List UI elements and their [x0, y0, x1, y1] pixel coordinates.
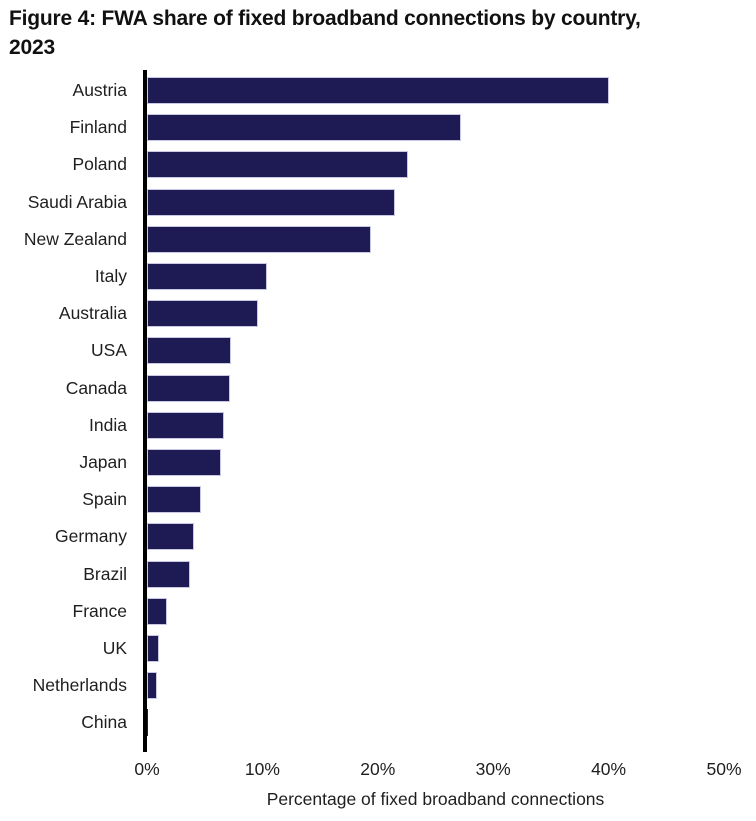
- country-label-new-zealand: New Zealand: [23, 228, 127, 249]
- bar-track-austria: [147, 77, 724, 105]
- bar-track-germany: [147, 523, 724, 551]
- bar-italy: [147, 263, 268, 291]
- bar-row-canada: Canada: [0, 370, 756, 407]
- country-label-spain: Spain: [82, 489, 127, 510]
- figure-title-line1: Figure 4: FWA share of fixed broadband c…: [9, 7, 641, 30]
- bar-row-india: India: [0, 407, 756, 444]
- bar-rows: Austria Finland Poland Saudi Arabia New Zeal…: [0, 72, 756, 742]
- bar-row-japan: Japan: [0, 444, 756, 481]
- bar-track-uk: [147, 634, 724, 662]
- bar-track-japan: [147, 448, 724, 476]
- bar-poland: [147, 151, 408, 179]
- country-label-germany: Germany: [55, 526, 127, 547]
- bar-finland: [147, 114, 461, 142]
- bar-track-china: [147, 709, 724, 737]
- bar-row-uk: UK: [0, 630, 756, 667]
- bar-track-brazil: [147, 560, 724, 588]
- bar-row-austria: Austria: [0, 72, 756, 109]
- bar-row-finland: Finland: [0, 109, 756, 146]
- bar-row-usa: USA: [0, 332, 756, 369]
- country-label-japan: Japan: [79, 451, 127, 472]
- bar-saudi-arabia: [147, 188, 396, 216]
- bar-row-australia: Australia: [0, 295, 756, 332]
- country-label-saudi-arabia: Saudi Arabia: [27, 191, 127, 212]
- bar-track-spain: [147, 486, 724, 514]
- x-tick-label-0pct: 0%: [134, 759, 160, 779]
- bar-track-france: [147, 597, 724, 625]
- country-label-uk: UK: [102, 637, 127, 658]
- country-label-australia: Australia: [58, 303, 127, 324]
- bar-austria: [147, 77, 609, 105]
- bar-canada: [147, 374, 231, 402]
- bar-track-usa: [147, 337, 724, 365]
- bar-row-china: China: [0, 704, 756, 741]
- x-tick-label-10pct: 10%: [244, 759, 280, 779]
- bar-netherlands: [147, 672, 158, 700]
- country-label-finland: Finland: [69, 117, 127, 138]
- x-tick-label-40pct: 40%: [591, 759, 627, 779]
- bar-row-france: France: [0, 593, 756, 630]
- bar-row-italy: Italy: [0, 258, 756, 295]
- bar-track-india: [147, 411, 724, 439]
- bar-brazil: [147, 560, 190, 588]
- bar-france: [147, 597, 167, 625]
- bar-row-spain: Spain: [0, 481, 756, 518]
- country-label-poland: Poland: [72, 154, 128, 175]
- bar-row-saudi-arabia: Saudi Arabia: [0, 184, 756, 221]
- bar-row-germany: Germany: [0, 518, 756, 555]
- bar-india: [147, 411, 225, 439]
- bar-row-new-zealand: New Zealand: [0, 221, 756, 258]
- figure-title-line2: 2023: [9, 36, 55, 59]
- bar-row-poland: Poland: [0, 146, 756, 183]
- bar-row-brazil: Brazil: [0, 555, 756, 592]
- x-axis-tick-labels: 0% 10% 20% 30% 40% 50%: [134, 759, 741, 781]
- country-label-india: India: [89, 414, 127, 435]
- bar-track-canada: [147, 374, 724, 402]
- x-tick-label-20pct: 20%: [360, 759, 396, 779]
- x-tick-label-30pct: 30%: [475, 759, 511, 779]
- bar-track-poland: [147, 151, 724, 179]
- country-label-austria: Austria: [72, 80, 127, 101]
- y-axis-line: [143, 70, 147, 752]
- country-label-italy: Italy: [94, 266, 127, 287]
- bar-track-new-zealand: [147, 225, 724, 253]
- bar-track-saudi-arabia: [147, 188, 724, 216]
- x-axis-title: Percentage of fixed broadband connection…: [266, 789, 605, 809]
- bar-uk: [147, 634, 159, 662]
- bar-spain: [147, 486, 202, 514]
- country-label-china: China: [81, 712, 127, 733]
- country-label-france: France: [72, 600, 127, 621]
- bar-track-netherlands: [147, 672, 724, 700]
- bar-china: [147, 709, 148, 737]
- bar-australia: [147, 300, 258, 328]
- bar-germany: [147, 523, 195, 551]
- bar-usa: [147, 337, 232, 365]
- country-label-usa: USA: [91, 340, 127, 361]
- country-label-canada: Canada: [65, 377, 127, 398]
- bar-track-italy: [147, 263, 724, 291]
- x-tick-label-50pct: 50%: [706, 759, 742, 779]
- bar-row-netherlands: Netherlands: [0, 667, 756, 704]
- figure-title: Figure 4: FWA share of fixed broadband c…: [9, 4, 641, 62]
- country-label-brazil: Brazil: [83, 563, 127, 584]
- country-label-netherlands: Netherlands: [32, 675, 127, 696]
- bar-track-australia: [147, 300, 724, 328]
- bar-new-zealand: [147, 225, 371, 253]
- bar-japan: [147, 448, 221, 476]
- bar-track-finland: [147, 114, 724, 142]
